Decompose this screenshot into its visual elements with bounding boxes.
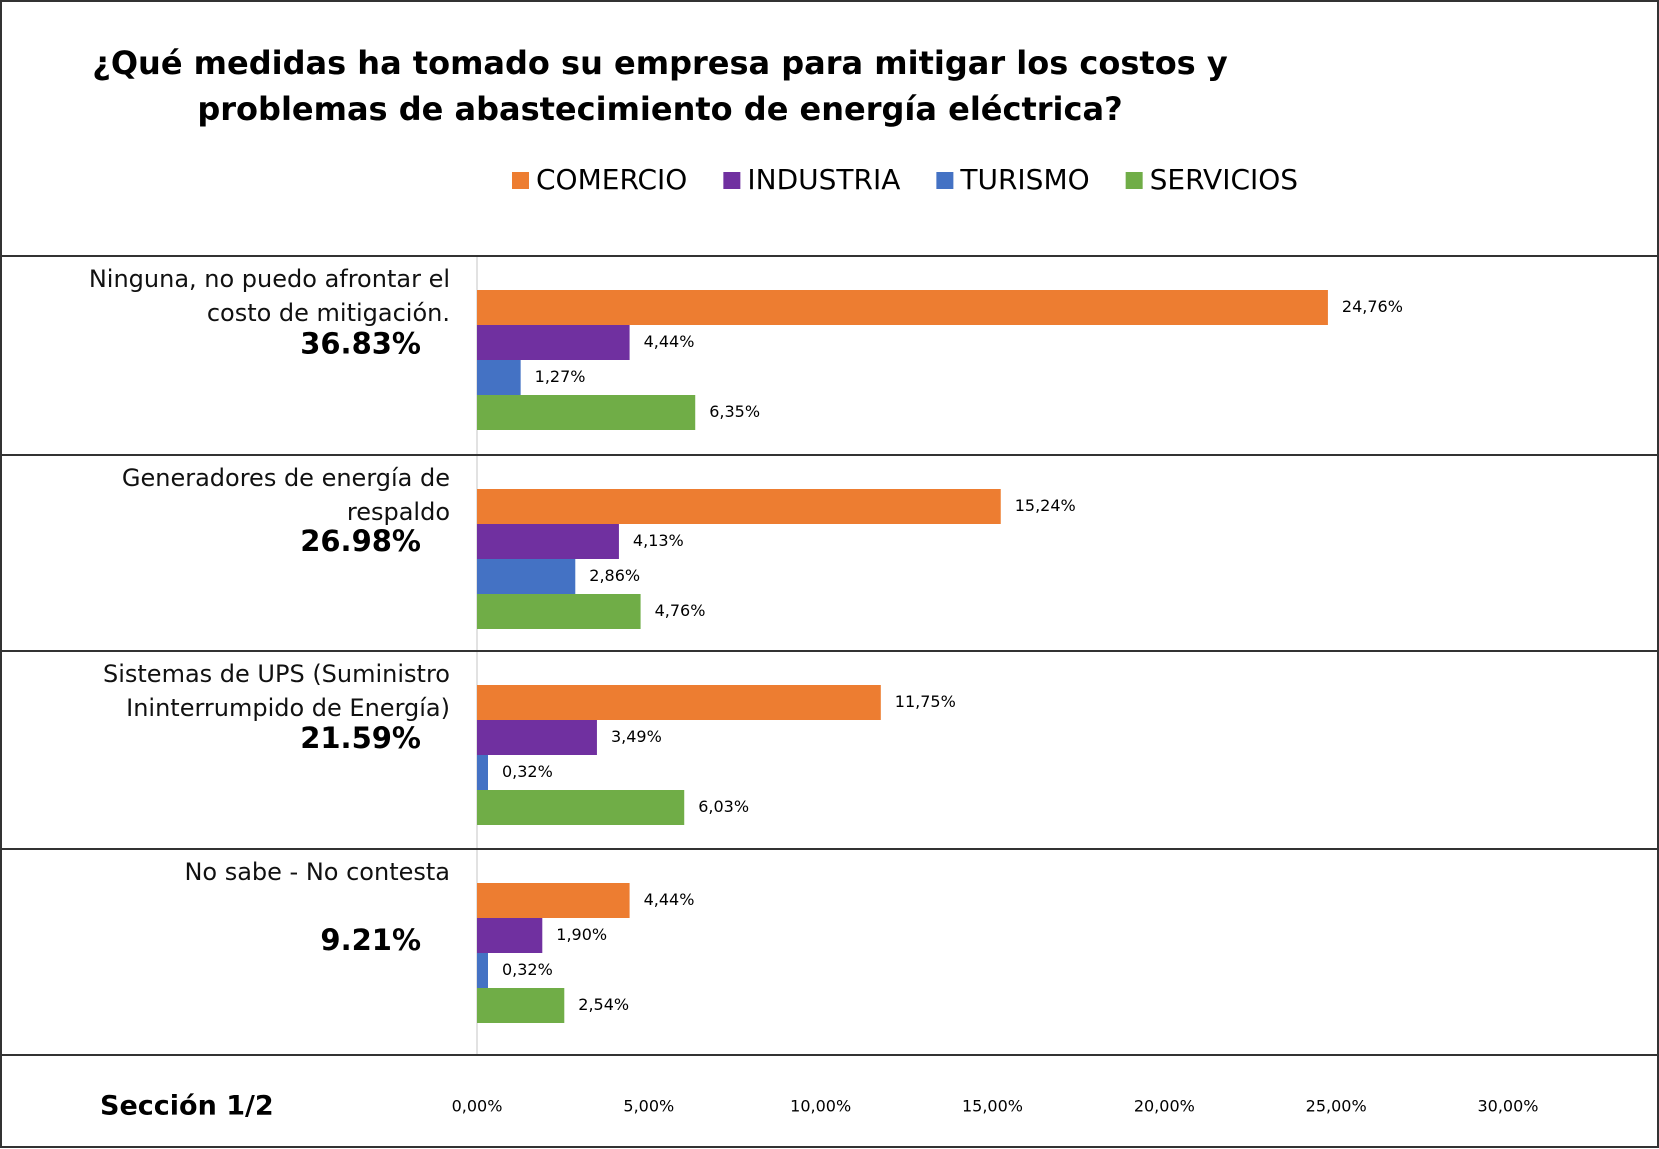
x-tick-label: 0,00% [452,1097,503,1116]
x-tick-label: 30,00% [1477,1097,1538,1116]
x-tick-label: 10,00% [790,1097,851,1116]
x-tick-label: 25,00% [1306,1097,1367,1116]
value-label: 2,86% [589,566,640,585]
category-total: 36.83% [300,327,421,361]
legend-label: COMERCIO [536,163,687,196]
bar [477,489,1001,524]
bar [477,360,521,395]
category-total: 21.59% [300,721,421,755]
bar [477,953,488,988]
value-label: 0,32% [502,960,553,979]
footer: Sección 1/2 [100,1091,274,1122]
bar [477,395,696,430]
legend-label: SERVICIOS [1150,163,1298,196]
legend-swatch [723,172,741,189]
bar [477,559,576,594]
category-label: No sabe - No contesta [184,858,450,886]
value-label: 15,24% [1015,496,1076,515]
value-label: 4,76% [655,601,706,620]
bar [477,918,543,953]
bar [477,524,619,559]
bar [477,883,630,918]
category-total: 26.98% [300,524,421,558]
category-label: Generadores de energía de respaldo [121,464,450,526]
value-label: 1,27% [535,367,586,386]
value-label: 6,03% [698,797,749,816]
legend-swatch [936,172,954,189]
bar [477,790,685,825]
legend-swatch [512,172,529,189]
x-tick-label: 20,00% [1134,1097,1195,1116]
legend-label: TURISMO [959,163,1089,196]
value-label: 2,54% [578,995,629,1014]
chart-title: ¿Qué medidas ha tomado su empresa para m… [92,44,1228,128]
legend-label: INDUSTRIA [747,163,900,196]
category-label: Ninguna, no puedo afrontar el costo de m… [88,265,450,327]
bar [477,988,565,1023]
value-label: 24,76% [1342,297,1403,316]
value-label: 3,49% [611,727,662,746]
value-label: 6,35% [709,402,760,421]
bar [477,325,630,360]
bar [477,685,881,720]
value-label: 4,44% [644,890,695,909]
category-label: Sistemas de UPS (Suministro Ininterrumpi… [102,660,450,722]
x-tick-label: 5,00% [623,1097,674,1116]
value-label: 11,75% [895,692,956,711]
bar [477,594,641,629]
bar [477,720,597,755]
x-tick-label: 15,00% [962,1097,1023,1116]
value-label: 0,32% [502,762,553,781]
value-label: 1,90% [556,925,607,944]
bar [477,290,1328,325]
legend-swatch [1125,172,1143,189]
value-label: 4,13% [633,531,684,550]
value-label: 4,44% [644,332,695,351]
category-total: 9.21% [320,923,421,957]
bar [477,755,488,790]
